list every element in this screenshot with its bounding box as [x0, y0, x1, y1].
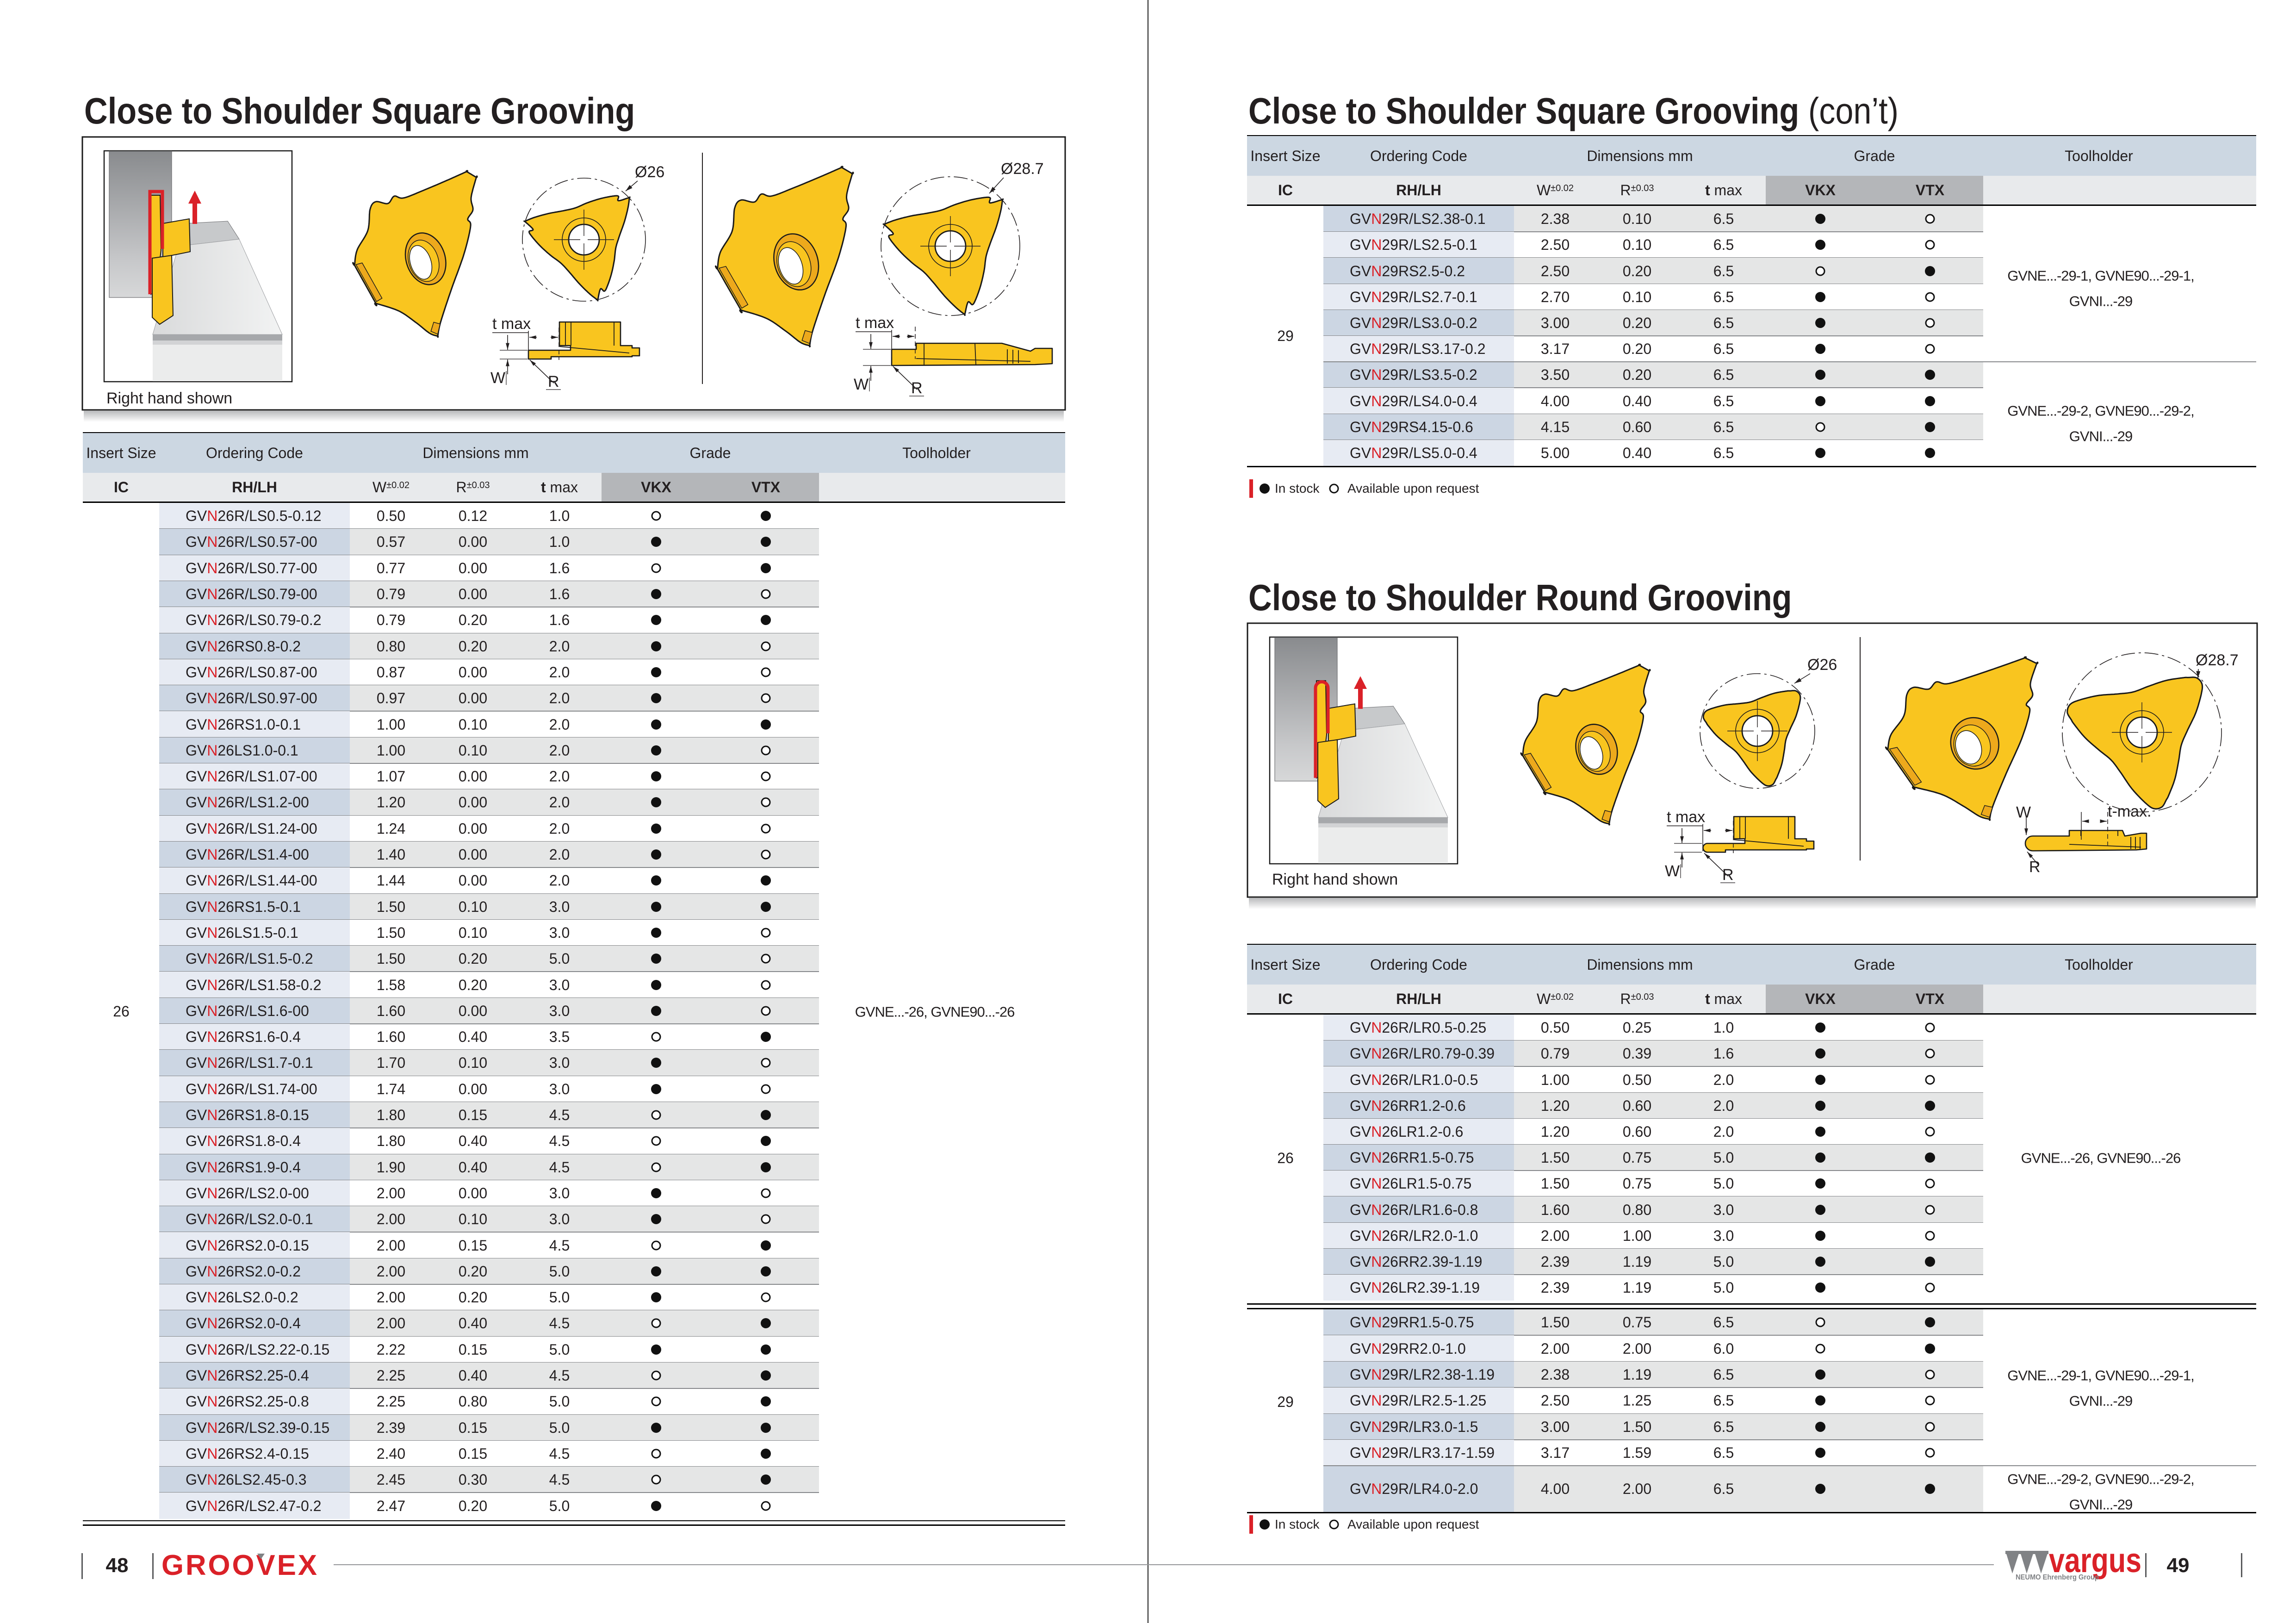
svg-text:W: W — [2016, 804, 2031, 821]
svg-text:R: R — [1722, 866, 1734, 884]
svg-text:t max: t max — [492, 315, 531, 333]
svg-text:Ø28.7: Ø28.7 — [1001, 160, 1044, 178]
svg-text:W: W — [854, 376, 869, 393]
svg-text:GROOVEX: GROOVEX — [161, 1549, 319, 1581]
svg-text:vargus: vargus — [2049, 1541, 2141, 1580]
svg-text:NEUMO Ehrenberg Group: NEUMO Ehrenberg Group — [2016, 1573, 2099, 1581]
svg-text:R: R — [911, 379, 923, 397]
svg-text:t max: t max — [1667, 808, 1705, 826]
svg-text:t max: t max — [856, 314, 894, 332]
svg-text:t-max.: t-max. — [2108, 803, 2151, 820]
svg-text:W: W — [1665, 862, 1680, 880]
svg-text:R: R — [2029, 858, 2041, 876]
svg-text:R: R — [548, 373, 559, 390]
svg-text:Ø26: Ø26 — [635, 163, 664, 181]
svg-text:Ø26: Ø26 — [1807, 656, 1837, 674]
svg-text:W: W — [490, 369, 505, 387]
svg-text:Ø28.7: Ø28.7 — [2196, 651, 2239, 669]
